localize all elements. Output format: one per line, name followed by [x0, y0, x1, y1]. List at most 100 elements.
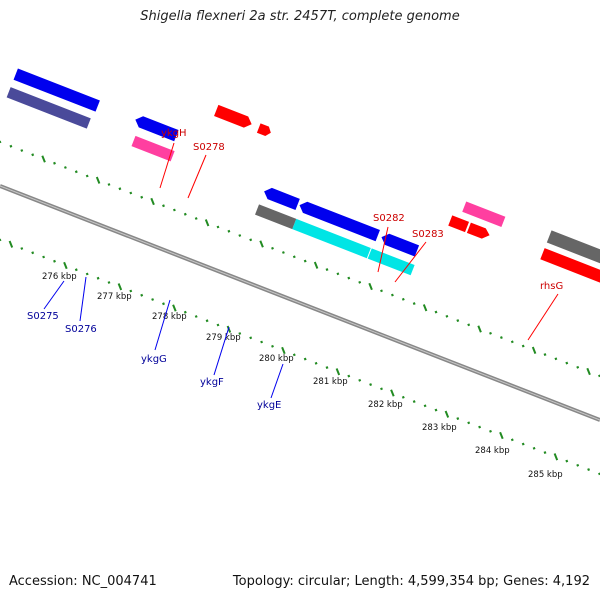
minor-tick [249, 238, 253, 242]
minor-tick [292, 255, 296, 259]
minor-tick [238, 234, 242, 237]
minor-tick [434, 408, 438, 412]
feature-track [6, 68, 600, 304]
major-tick [586, 367, 591, 376]
kbp-label: 283 kbp [422, 423, 457, 433]
minor-tick [489, 429, 492, 433]
minor-tick [380, 289, 383, 293]
minor-tick [129, 191, 133, 195]
minor-tick [227, 229, 231, 233]
leader-s0278 [187, 154, 207, 199]
minor-tick [271, 246, 274, 250]
minor-tick [216, 323, 220, 327]
kbp-label: 285 kbp [528, 470, 563, 480]
minor-tick [249, 336, 253, 340]
minor-tick [467, 323, 471, 327]
minor-tick [543, 353, 547, 356]
minor-tick [42, 255, 46, 259]
label-ykgg: ykgG [141, 354, 167, 365]
minor-tick [532, 446, 536, 450]
kbp-label: 278 kbp [152, 312, 187, 322]
minor-tick [423, 404, 427, 408]
major-tick [368, 282, 373, 291]
minor-tick [358, 378, 362, 382]
minor-tick [347, 374, 351, 378]
major-tick [444, 410, 450, 418]
minor-tick [53, 161, 56, 165]
gene-bar-rhsg [546, 230, 600, 291]
minor-tick [576, 365, 580, 369]
major-tick [553, 453, 559, 461]
minor-tick [172, 208, 176, 212]
leader-rhsg [527, 293, 559, 341]
kbp-label: 284 kbp [475, 446, 510, 456]
minor-tick [238, 332, 242, 335]
topology-label: Topology: circular; Length: 4,599,354 bp… [232, 574, 590, 589]
minor-tick [31, 251, 35, 255]
minor-tick [31, 153, 35, 157]
minor-tick [183, 212, 187, 216]
minor-tick [489, 331, 492, 335]
label-ykgf: ykgF [200, 377, 224, 388]
minor-tick [194, 315, 198, 318]
minor-tick [183, 310, 187, 314]
minor-tick [118, 187, 122, 191]
minor-tick [434, 310, 438, 314]
label-rhsg: rhsG [540, 281, 563, 292]
kbp-label: 281 kbp [313, 377, 348, 387]
minor-tick [162, 302, 165, 306]
minor-tick [53, 259, 56, 263]
minor-tick [347, 276, 351, 280]
reverse-gene-labels: S0275 S0276 ykgG ykgF ykgE [27, 276, 284, 411]
label-s0276: S0276 [65, 324, 97, 335]
leader-ykge [270, 363, 284, 399]
minor-tick [565, 459, 569, 463]
cds-s0276-arrow [135, 116, 179, 142]
minor-tick [303, 357, 307, 361]
kbp-label: 280 kbp [259, 354, 294, 364]
major-tick [335, 368, 341, 376]
label-s0283: S0283 [412, 229, 444, 240]
major-tick [499, 431, 504, 440]
minor-tick [281, 251, 285, 254]
accession-label: Accession: NC_004741 [9, 574, 157, 589]
major-tick [313, 261, 319, 269]
label-s0278: S0278 [193, 142, 225, 153]
pseudo-s0282 [462, 201, 506, 227]
cds-ykgg-arrow [264, 187, 300, 211]
leader-ykgg [154, 299, 171, 351]
forward-gene-labels: ykgH S0278 S0282 S0283 rhsG [159, 128, 563, 341]
major-tick [422, 304, 428, 312]
kbp-label: 279 kbp [206, 333, 241, 343]
genome-backbone [0, 184, 600, 422]
minor-tick [140, 293, 144, 297]
minor-tick [107, 183, 111, 186]
minor-tick [467, 421, 471, 425]
minor-tick [445, 314, 449, 318]
minor-tick [369, 383, 373, 386]
minor-tick [216, 225, 220, 229]
leader-ykgh [159, 142, 175, 189]
other-ykge [367, 248, 415, 276]
minor-tick [107, 281, 111, 284]
cds-s0283-arrow [466, 222, 490, 239]
minor-tick [314, 361, 318, 365]
minor-tick [20, 149, 24, 152]
minor-tick [336, 272, 340, 276]
cds-s0282 [448, 215, 470, 233]
minor-tick [325, 268, 329, 271]
minor-tick [380, 387, 383, 391]
minor-tick [510, 340, 514, 344]
leader-ykgf [213, 326, 230, 376]
major-tick [531, 346, 537, 354]
minor-tick [63, 166, 67, 169]
minor-tick [292, 353, 296, 357]
minor-tick [401, 297, 405, 301]
minor-tick [85, 174, 89, 178]
label-s0282: S0282 [373, 213, 405, 224]
pseudo-s0276 [131, 135, 175, 162]
major-tick [95, 176, 101, 184]
minor-tick [20, 247, 24, 250]
cds-rhsg-arrow [540, 248, 600, 304]
